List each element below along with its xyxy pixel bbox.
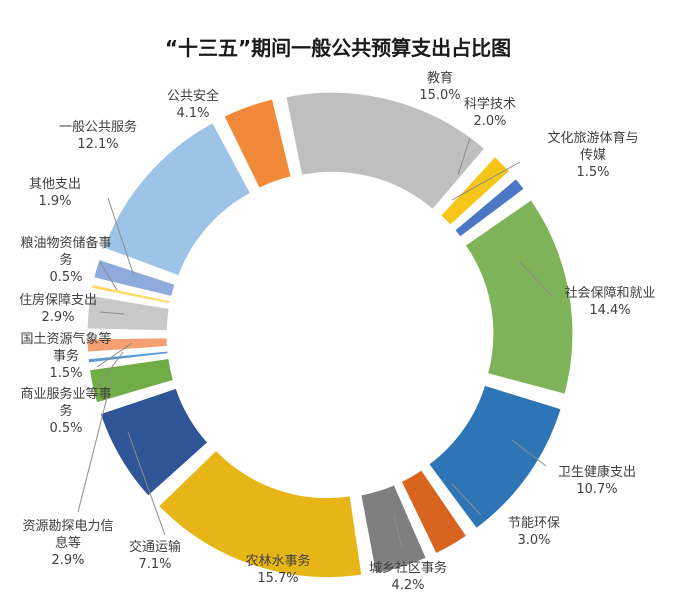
slice-label-line: 一般公共服务	[59, 119, 137, 135]
slice-8	[99, 387, 209, 497]
slice-label-line: 3.0%	[517, 533, 550, 548]
slice-label-line: 交通运输	[129, 539, 181, 555]
leader-line-5	[451, 483, 482, 516]
slice-label-line: 国土资源气象等	[20, 331, 111, 347]
slice-label-line: 节能环保	[508, 516, 560, 531]
slice-label-line: 息等	[55, 535, 81, 551]
slice-label-line: 4.2%	[391, 578, 424, 593]
leader-lines-group	[77, 137, 553, 549]
slice-label-11: 国土资源气象等事务 1.5%	[20, 331, 111, 381]
slice-label-line: 商业服务业等事	[20, 386, 111, 402]
slice-label-9: 资源勘探电力信息等 2.9%	[22, 519, 113, 568]
slice-label-line: 2.9%	[51, 553, 84, 568]
slice-5	[400, 469, 468, 555]
slice-label-12: 住房保障支出 2.9%	[19, 292, 97, 325]
slice-16	[223, 98, 292, 189]
slice-label-13: 粮油物资储备事务 0.5%	[20, 235, 111, 285]
leader-line-14	[107, 197, 135, 277]
slice-label-3: 社会保障和就业 14.4%	[564, 285, 655, 318]
slice-label-line: 事务	[53, 348, 79, 364]
leader-line-8	[127, 431, 166, 536]
leader-line-13	[99, 261, 118, 291]
leader-line-1	[457, 137, 471, 176]
slice-label-0: 教育 15.0%	[419, 70, 460, 103]
slice-label-5: 节能环保 3.0%	[508, 516, 560, 548]
slice-14	[93, 258, 176, 298]
leader-line-10	[94, 351, 124, 391]
slice-label-line: 4.1%	[176, 106, 209, 121]
slice-label-line: 务	[59, 403, 72, 419]
slice-label-line: 1.5%	[49, 366, 82, 381]
slice-label-line: 2.0%	[473, 114, 506, 129]
slice-3	[464, 199, 574, 395]
slice-label-line: 务	[59, 252, 72, 268]
slice-label-line: 农林水事务	[245, 553, 310, 569]
slice-label-line: 0.5%	[49, 421, 82, 436]
slice-label-line: 文化旅游体育与	[547, 130, 638, 146]
leader-line-6	[393, 514, 403, 549]
slice-label-line: 1.5%	[576, 165, 609, 180]
slice-15	[103, 122, 252, 277]
slice-label-4: 卫生健康支出 10.7%	[558, 464, 636, 497]
slice-label-line: 12.1%	[77, 137, 118, 152]
slice-label-line: 科学技术	[464, 96, 516, 112]
leader-line-11	[96, 342, 133, 368]
labels-group: 教育 15.0% 科学技术 2.0% 文化旅游体育与传媒 1.5% 社会保障和就业 14.4%…	[19, 70, 656, 593]
slice-label-line: 7.1%	[138, 557, 171, 572]
slice-1	[440, 155, 511, 226]
slice-label-line: 传媒	[580, 148, 606, 163]
slice-label-line: 2.9%	[41, 310, 74, 325]
slice-label-line: 城乡社区事务	[369, 560, 447, 576]
slice-label-line: 其他支出	[29, 177, 81, 192]
slice-label-line: 公共安全	[167, 88, 219, 104]
slice-label-line: 14.4%	[589, 303, 630, 318]
slice-label-line: 社会保障和就业	[564, 285, 655, 301]
slice-label-line: 资源勘探电力信	[22, 519, 113, 534]
slice-label-1: 科学技术 2.0%	[464, 96, 516, 129]
leader-line-4	[511, 439, 547, 467]
slice-12	[86, 294, 170, 332]
slice-7	[157, 449, 363, 579]
slice-2	[454, 177, 525, 238]
slice-label-line: 15.0%	[419, 88, 460, 103]
slice-label-10: 商业服务业等事务 0.5%	[20, 386, 111, 436]
slice-label-line: 0.5%	[49, 270, 82, 285]
leader-line-2	[451, 161, 521, 201]
slices-group	[86, 91, 574, 579]
slice-label-2: 文化旅游体育与传媒 1.5%	[547, 130, 638, 180]
slice-6	[360, 484, 427, 575]
slice-label-16: 公共安全 4.1%	[167, 88, 219, 121]
slice-label-line: 10.7%	[576, 482, 617, 497]
slice-label-14: 其他支出 1.9%	[29, 177, 81, 209]
slice-4	[428, 384, 562, 530]
slice-label-line: 卫生健康支出	[558, 464, 636, 480]
leader-line-9	[77, 377, 113, 513]
slice-label-6: 城乡社区事务 4.2%	[369, 560, 447, 593]
slice-label-line: 1.9%	[38, 194, 71, 209]
slice-0	[285, 91, 486, 211]
slice-label-line: 粮油物资储备事	[20, 235, 111, 251]
slice-13	[90, 283, 172, 305]
slice-label-line: 住房保障支出	[19, 292, 97, 308]
slice-11	[86, 337, 168, 353]
leader-line-12	[99, 311, 125, 315]
chart-title: “十三五”期间一般公共预算支出占比图	[165, 36, 511, 60]
leader-line-3	[519, 261, 553, 297]
slice-label-15: 一般公共服务 12.1%	[59, 119, 137, 152]
slice-label-7: 农林水事务 15.7%	[245, 553, 310, 586]
slice-label-8: 交通运输 7.1%	[129, 539, 181, 572]
slice-label-line: 15.7%	[257, 571, 298, 586]
slice-label-line: 教育	[427, 70, 453, 86]
